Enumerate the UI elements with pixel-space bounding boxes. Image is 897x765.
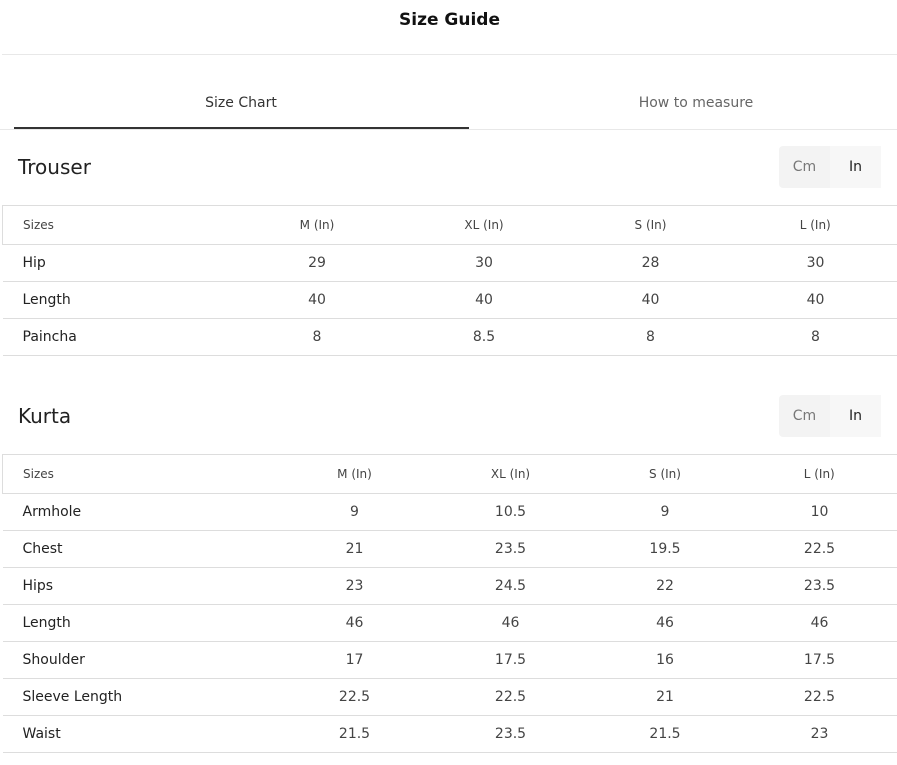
cell-value: 46	[276, 604, 433, 642]
cell-value: 21.5	[276, 715, 433, 753]
unit-option[interactable]: In	[830, 146, 881, 188]
cell-value: 23	[276, 567, 433, 605]
cell-value: 46	[432, 604, 589, 642]
table-row: Sleeve Length 22.5 22.5 21 22.5	[2, 678, 897, 716]
cell-value: 17.5	[741, 641, 897, 679]
cell-value: 22.5	[276, 678, 433, 716]
unit-toggle: Cm In	[779, 395, 881, 437]
section-header: Kurta Cm In	[0, 395, 897, 437]
table-row: Paincha 8 8.5 8 8	[2, 318, 897, 356]
table-row: Length 40 40 40 40	[2, 281, 897, 319]
cell-value: 10	[741, 493, 897, 531]
section-title: Trouser	[18, 155, 91, 179]
size-table: Sizes M (In) XL (In) S (In) L (In) Armhole 9 10…	[2, 454, 897, 753]
row-label: Armhole	[2, 493, 277, 531]
column-header: L (In)	[733, 205, 897, 245]
section-header: Trouser Cm In	[0, 146, 897, 188]
table-row: Armhole 9 10.5 9 10	[2, 493, 897, 531]
table-row: Shoulder 17 17.5 16 17.5	[2, 641, 897, 679]
cell-value: 24.5	[432, 567, 589, 605]
row-label: Length	[2, 604, 277, 642]
table-row: Length 46 46 46 46	[2, 604, 897, 642]
cell-value: 46	[588, 604, 742, 642]
column-header: M (In)	[276, 454, 433, 494]
column-header: Sizes	[2, 205, 234, 245]
column-header: Sizes	[2, 454, 277, 494]
cell-value: 23.5	[432, 715, 589, 753]
cell-value: 30	[400, 244, 568, 282]
sections: Trouser Cm In Sizes M (In) XL (In) S (In) L (In…	[0, 146, 897, 753]
cell-value: 29	[233, 244, 401, 282]
cell-value: 10.5	[432, 493, 589, 531]
header: Size Guide	[2, 0, 897, 55]
tab-indicator	[14, 127, 469, 129]
column-header: S (In)	[588, 454, 742, 494]
unit-option[interactable]: Cm	[792, 159, 817, 175]
cell-value: 23	[741, 715, 897, 753]
column-header: S (In)	[567, 205, 734, 245]
size-section: Trouser Cm In Sizes M (In) XL (In) S (In) L (In…	[0, 146, 897, 356]
cell-value: 16	[588, 641, 742, 679]
row-label: Paincha	[2, 318, 234, 356]
cell-value: 21	[276, 530, 433, 568]
cell-value: 30	[733, 244, 897, 282]
cell-value: 23.5	[432, 530, 589, 568]
tab[interactable]: How to measure	[638, 95, 754, 111]
cell-value: 46	[741, 604, 897, 642]
unit-option[interactable]: In	[830, 395, 881, 437]
table-row: Hips 23 24.5 22 23.5	[2, 567, 897, 605]
cell-value: 22.5	[741, 678, 897, 716]
page-title: Size Guide	[399, 10, 500, 30]
row-label: Waist	[2, 715, 277, 753]
cell-value: 40	[733, 281, 897, 319]
row-label: Hips	[2, 567, 277, 605]
tab[interactable]: Size Chart	[205, 95, 277, 111]
table-row: Hip 29 30 28 30	[2, 244, 897, 282]
row-label: Sleeve Length	[2, 678, 277, 716]
cell-value: 8	[733, 318, 897, 356]
tabs: Size Chart How to measure	[0, 55, 897, 130]
cell-value: 8.5	[400, 318, 568, 356]
cell-value: 9	[276, 493, 433, 531]
unit-toggle: Cm In	[779, 146, 881, 188]
cell-value: 22.5	[741, 530, 897, 568]
cell-value: 9	[588, 493, 742, 531]
header-row: Sizes M (In) XL (In) S (In) L (In)	[2, 205, 897, 245]
cell-value: 17.5	[432, 641, 589, 679]
header-row: Sizes M (In) XL (In) S (In) L (In)	[2, 454, 897, 494]
cell-value: 28	[567, 244, 734, 282]
size-table: Sizes M (In) XL (In) S (In) L (In) Hip 29 30 28 3…	[2, 205, 897, 356]
cell-value: 40	[233, 281, 401, 319]
cell-value: 40	[400, 281, 568, 319]
section-title: Kurta	[18, 404, 72, 428]
cell-value: 8	[567, 318, 734, 356]
cell-value: 8	[233, 318, 401, 356]
size-section: Kurta Cm In Sizes M (In) XL (In) S (In) L (In) A…	[0, 395, 897, 753]
column-header: XL (In)	[432, 454, 589, 494]
cell-value: 22	[588, 567, 742, 605]
row-label: Hip	[2, 244, 234, 282]
cell-value: 40	[567, 281, 734, 319]
cell-value: 19.5	[588, 530, 742, 568]
column-header: M (In)	[233, 205, 401, 245]
row-label: Shoulder	[2, 641, 277, 679]
column-header: L (In)	[741, 454, 897, 494]
cell-value: 21	[588, 678, 742, 716]
cell-value: 22.5	[432, 678, 589, 716]
unit-option[interactable]: Cm	[792, 408, 817, 424]
cell-value: 21.5	[588, 715, 742, 753]
cell-value: 17	[276, 641, 433, 679]
table-row: Chest 21 23.5 19.5 22.5	[2, 530, 897, 568]
column-header: XL (In)	[400, 205, 568, 245]
cell-value: 23.5	[741, 567, 897, 605]
table-row: Waist 21.5 23.5 21.5 23	[2, 715, 897, 753]
row-label: Chest	[2, 530, 277, 568]
row-label: Length	[2, 281, 234, 319]
